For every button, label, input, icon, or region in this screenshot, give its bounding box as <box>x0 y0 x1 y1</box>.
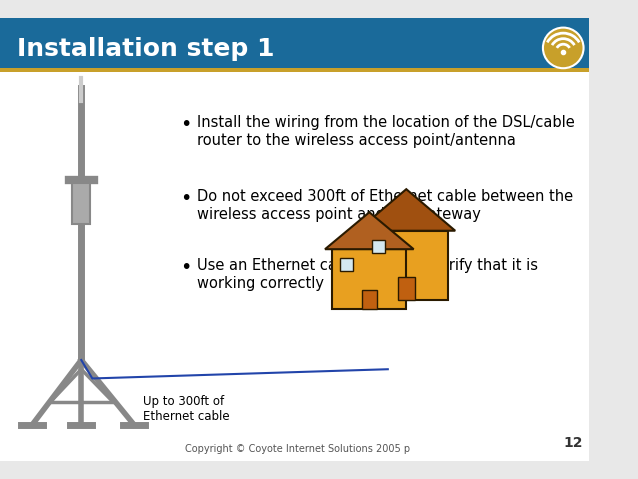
Text: •: • <box>180 115 191 134</box>
Text: Do not exceed 300ft of Ethernet cable between the
wireless access point and the : Do not exceed 300ft of Ethernet cable be… <box>197 189 573 222</box>
Text: Installation step 1: Installation step 1 <box>17 37 274 61</box>
Text: Install the wiring from the location of the DSL/cable
router to the wireless acc: Install the wiring from the location of … <box>197 115 574 148</box>
FancyBboxPatch shape <box>0 68 589 72</box>
Polygon shape <box>357 189 455 231</box>
Polygon shape <box>365 231 448 300</box>
FancyBboxPatch shape <box>372 240 385 253</box>
FancyBboxPatch shape <box>0 18 589 69</box>
FancyBboxPatch shape <box>0 69 589 461</box>
Polygon shape <box>332 249 406 309</box>
Text: Use an Ethernet cable tester to verify that it is
working correctly: Use an Ethernet cable tester to verify t… <box>197 259 538 291</box>
Circle shape <box>543 28 584 68</box>
Text: •: • <box>180 189 191 208</box>
Text: •: • <box>180 259 191 277</box>
FancyBboxPatch shape <box>72 182 91 224</box>
FancyBboxPatch shape <box>398 277 415 300</box>
Text: Up to 300ft of
Ethernet cable: Up to 300ft of Ethernet cable <box>143 395 230 423</box>
FancyBboxPatch shape <box>340 259 353 272</box>
Text: 12: 12 <box>563 436 582 450</box>
Polygon shape <box>325 212 413 249</box>
FancyBboxPatch shape <box>362 290 376 309</box>
Text: Copyright © Coyote Internet Solutions 2005 p: Copyright © Coyote Internet Solutions 20… <box>184 444 410 454</box>
